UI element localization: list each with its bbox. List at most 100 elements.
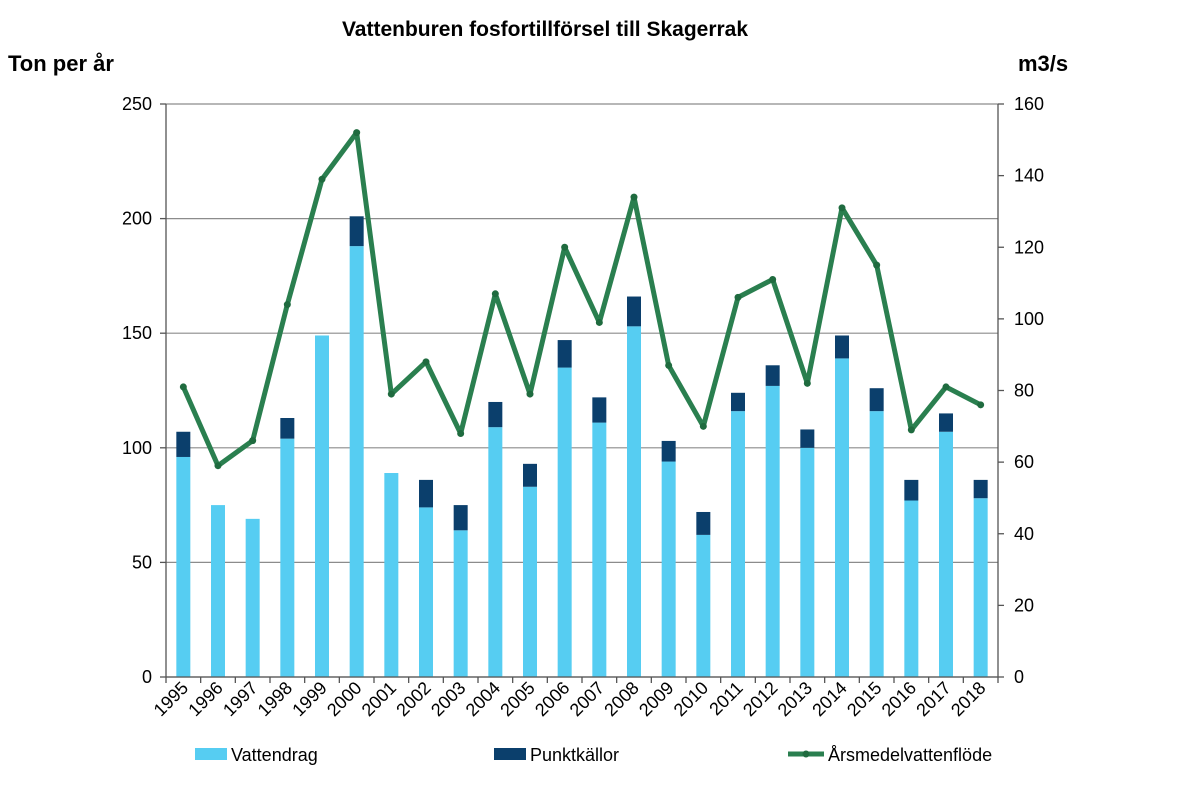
bar-punktkallor xyxy=(835,335,849,359)
legend-label-arsmedelvattenflode: Årsmedelvattenflöde xyxy=(828,745,992,765)
bar-vattendrag xyxy=(280,438,295,677)
left-tick-label: 150 xyxy=(122,323,152,343)
point-arsmedelvattenflode xyxy=(977,401,985,409)
point-arsmedelvattenflode xyxy=(561,243,569,251)
x-tick-label: 2017 xyxy=(912,678,954,720)
bars xyxy=(176,216,988,677)
left-tick-label: 50 xyxy=(132,552,152,572)
x-tick-label: 2010 xyxy=(670,678,712,720)
bar-vattendrag xyxy=(488,427,503,677)
legend-swatch-vattendrag xyxy=(195,748,227,760)
point-arsmedelvattenflode xyxy=(595,318,603,326)
point-arsmedelvattenflode xyxy=(665,361,673,369)
x-tick-label: 1999 xyxy=(288,678,330,720)
x-tick-label: 1998 xyxy=(254,678,296,720)
legend-label-punktkallor: Punktkällor xyxy=(530,745,619,765)
point-arsmedelvattenflode xyxy=(491,290,499,298)
x-tick-label: 2003 xyxy=(427,678,469,720)
point-arsmedelvattenflode xyxy=(769,275,777,283)
x-tick-label: 2015 xyxy=(843,678,885,720)
right-tick-label: 120 xyxy=(1014,237,1044,257)
x-tick-label: 2014 xyxy=(808,678,850,720)
bar-vattendrag xyxy=(869,411,884,677)
left-tick-label: 0 xyxy=(142,667,152,687)
point-arsmedelvattenflode xyxy=(387,390,395,398)
right-tick-label: 80 xyxy=(1014,381,1034,401)
right-tick-label: 160 xyxy=(1014,94,1044,114)
bar-punktkallor xyxy=(592,397,607,423)
bar-punktkallor xyxy=(349,216,364,247)
line-arsmedelvattenflode xyxy=(180,130,984,469)
legend-label-vattendrag: Vattendrag xyxy=(231,745,318,765)
point-arsmedelvattenflode xyxy=(214,462,222,470)
right-tick-label: 40 xyxy=(1014,524,1034,544)
bar-punktkallor xyxy=(800,429,815,448)
bar-punktkallor xyxy=(731,392,745,412)
right-tick-label: 60 xyxy=(1014,452,1034,472)
bar-punktkallor xyxy=(904,479,919,501)
x-tick-label: 2007 xyxy=(566,678,608,720)
x-tick-label: 1996 xyxy=(184,678,226,720)
left-tick-label: 200 xyxy=(122,209,152,229)
bar-punktkallor xyxy=(523,463,537,487)
right-axis-title: m3/s xyxy=(1018,51,1068,76)
x-tick-label: 2016 xyxy=(878,678,920,720)
bar-punktkallor xyxy=(765,365,780,386)
bar-vattendrag xyxy=(835,358,849,677)
bar-vattendrag xyxy=(245,518,260,677)
x-tick-label: 2000 xyxy=(323,678,365,720)
bar-punktkallor xyxy=(280,418,295,439)
left-tick-label: 250 xyxy=(122,94,152,114)
bar-vattendrag xyxy=(592,422,607,677)
bar-vattendrag xyxy=(939,431,953,677)
bar-vattendrag xyxy=(419,507,433,677)
right-tick-label: 140 xyxy=(1014,166,1044,186)
x-tick-label: 2004 xyxy=(462,678,504,720)
bar-vattendrag xyxy=(696,534,711,677)
legend-swatch-punktkallor xyxy=(494,748,526,760)
point-arsmedelvattenflode xyxy=(457,429,465,437)
x-tick-label: 2018 xyxy=(947,678,989,720)
point-arsmedelvattenflode xyxy=(318,175,326,183)
x-tick-label: 1995 xyxy=(150,678,192,720)
point-arsmedelvattenflode xyxy=(838,204,846,212)
x-tick-label: 2012 xyxy=(739,678,781,720)
bar-punktkallor xyxy=(869,388,884,412)
bar-punktkallor xyxy=(661,440,676,462)
bar-vattendrag xyxy=(176,456,191,677)
point-arsmedelvattenflode xyxy=(526,390,534,398)
point-arsmedelvattenflode xyxy=(873,261,881,269)
bar-vattendrag xyxy=(627,326,641,677)
bar-vattendrag xyxy=(904,500,919,677)
point-arsmedelvattenflode xyxy=(422,358,430,366)
right-tick-label: 0 xyxy=(1014,667,1024,687)
x-tick-label: 2011 xyxy=(705,678,747,720)
bar-punktkallor xyxy=(939,413,953,432)
bar-punktkallor xyxy=(557,340,572,368)
x-tick-label: 2002 xyxy=(392,678,434,720)
bar-punktkallor xyxy=(176,431,191,457)
bar-vattendrag xyxy=(315,335,329,677)
bar-vattendrag xyxy=(453,530,468,677)
x-tick-label: 2013 xyxy=(774,678,816,720)
legend-marker-arsmedelvattenflode xyxy=(802,750,810,758)
point-arsmedelvattenflode xyxy=(630,193,638,201)
chart-title: Vattenburen fosfortillförsel till Skager… xyxy=(342,18,748,41)
line-series xyxy=(179,129,985,470)
bar-punktkallor xyxy=(453,505,468,531)
left-axis-ticks: 0 50 100 150 200 250 xyxy=(122,94,166,687)
x-tick-label: 2009 xyxy=(635,678,677,720)
left-tick-label: 100 xyxy=(122,438,152,458)
x-tick-label: 2005 xyxy=(496,678,538,720)
point-arsmedelvattenflode xyxy=(942,383,950,391)
bar-vattendrag xyxy=(765,385,780,677)
right-tick-label: 100 xyxy=(1014,309,1044,329)
point-arsmedelvattenflode xyxy=(734,293,742,301)
bar-punktkallor xyxy=(488,401,503,428)
bar-vattendrag xyxy=(557,367,572,677)
point-arsmedelvattenflode xyxy=(353,129,361,137)
right-axis-ticks: 0 20 40 60 80 100 120 140 160 xyxy=(998,94,1044,687)
bar-vattendrag xyxy=(211,505,225,677)
point-arsmedelvattenflode xyxy=(179,383,187,391)
